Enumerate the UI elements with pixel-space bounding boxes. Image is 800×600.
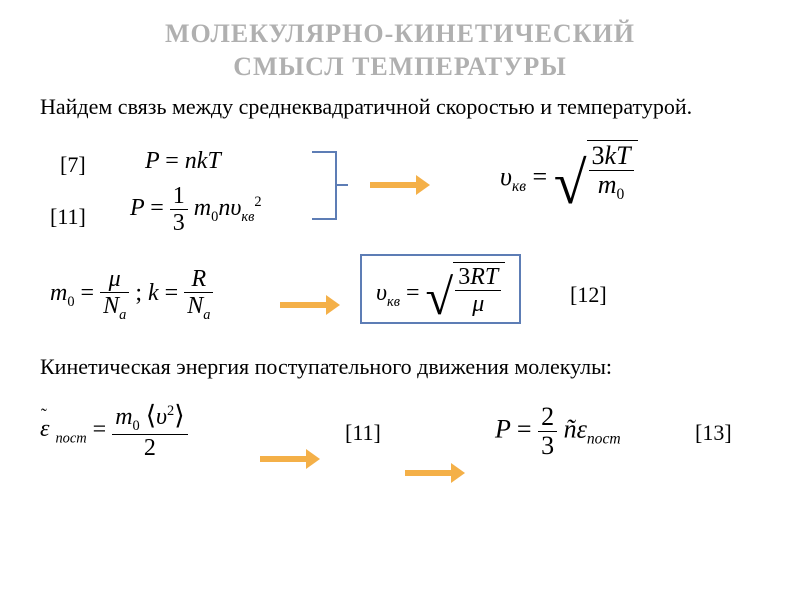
arrow-to-ref11-icon bbox=[260, 452, 320, 466]
formula-p-eps: P = 23 ñεпост bbox=[495, 404, 621, 459]
bracket-icon bbox=[310, 147, 350, 227]
ref-7: [7] bbox=[60, 152, 86, 178]
formula-epsilon: ˜ ε пост = m0 ⟨υ2⟩ 2 bbox=[40, 402, 188, 460]
content-area: [7] P = nkT [11] P = 13 m0nυкв2 υкв = √ … bbox=[0, 122, 800, 562]
formula-p-nkt: P = nkT bbox=[145, 148, 221, 175]
intro-text: Найдем связь между среднеквадратичной ск… bbox=[0, 83, 800, 122]
formula-vrms-kt: υкв = √ 3kT m0 bbox=[500, 140, 638, 203]
formula-vrms-mu-box: υкв = √ 3RT μ bbox=[360, 254, 521, 324]
ref-11-b: [11] bbox=[345, 420, 381, 446]
ref-11-a: [11] bbox=[50, 204, 86, 230]
arrow-to-p-eps-icon bbox=[405, 466, 465, 480]
page-title: МОЛЕКУЛЯРНО-КИНЕТИЧЕСКИЙ СМЫСЛ ТЕМПЕРАТУ… bbox=[0, 0, 800, 83]
arrow-to-vrms-icon bbox=[370, 178, 430, 192]
formula-p-mnv2: P = 13 m0nυкв2 bbox=[130, 184, 262, 235]
title-line-2: СМЫСЛ ТЕМПЕРАТУРЫ bbox=[0, 51, 800, 84]
formula-m0-k: m0 = μNa ; k = RNa bbox=[50, 267, 213, 322]
kinetic-text: Кинетическая энергия поступательного дви… bbox=[40, 354, 760, 380]
arrow-to-vrms-mu-icon bbox=[280, 298, 340, 312]
ref-12: [12] bbox=[570, 282, 607, 308]
ref-13: [13] bbox=[695, 420, 732, 446]
title-line-1: МОЛЕКУЛЯРНО-КИНЕТИЧЕСКИЙ bbox=[0, 18, 800, 51]
